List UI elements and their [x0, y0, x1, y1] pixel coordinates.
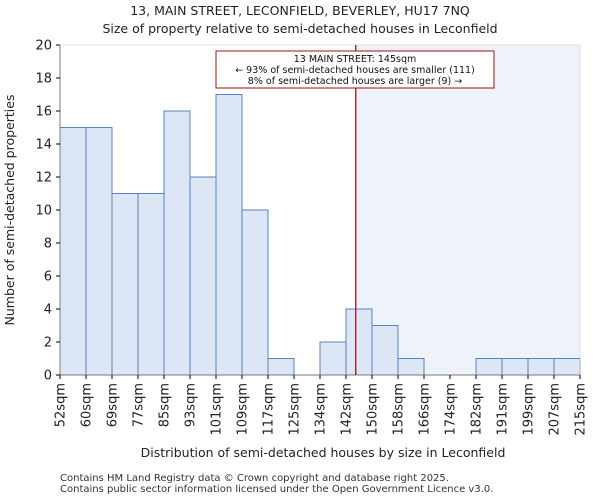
bar-60sqm — [85, 127, 113, 376]
annotation-box — [215, 50, 495, 89]
x-tick-label: 150sqm — [366, 383, 381, 436]
bar-142sqm — [345, 308, 373, 376]
x-tick-label: 134sqm — [314, 383, 329, 436]
x-tick-label: 109sqm — [236, 383, 251, 436]
x-tick-label: 191sqm — [496, 383, 511, 436]
footer-licence: Contains public sector information licen… — [60, 484, 494, 495]
bar-207sqm — [553, 358, 581, 376]
bar-109sqm — [241, 209, 269, 376]
chart-subtitle: Size of property relative to semi-detach… — [102, 21, 498, 36]
histogram-chart: 0 2 4 6 8 10 12 14 16 18 20 52sqm 60sqm 69sqm 77sqm 85… — [2, 39, 589, 461]
bar-101sqm — [215, 94, 243, 376]
bar-85sqm — [163, 110, 191, 376]
x-tick-label: 174sqm — [444, 383, 459, 436]
bar-134sqm — [319, 341, 347, 376]
x-tick-label: 215sqm — [574, 383, 589, 436]
x-tick-label: 199sqm — [522, 383, 537, 436]
bar-93sqm — [189, 176, 217, 376]
x-tick-label: 117sqm — [262, 383, 277, 436]
x-tick-label: 182sqm — [470, 383, 485, 436]
bar-52sqm — [59, 127, 87, 376]
y-tick-label: 20 — [35, 39, 52, 54]
bar-199sqm — [527, 358, 555, 376]
x-tick-label: 142sqm — [340, 383, 355, 436]
y-tick-label: 12 — [35, 171, 52, 186]
y-tick-label: 4 — [44, 303, 52, 318]
y-axis-label: Number of semi-detached properties — [2, 95, 17, 326]
x-tick-label: 125sqm — [288, 383, 303, 436]
x-tick-label: 166sqm — [418, 383, 433, 436]
y-tick-label: 6 — [44, 270, 52, 285]
y-tick-label: 0 — [44, 369, 52, 384]
bar-191sqm — [501, 358, 529, 376]
x-tick-label: 93sqm — [184, 383, 199, 427]
footer-copyright: Contains HM Land Registry data © Crown c… — [60, 473, 449, 484]
x-tick-label: 69sqm — [106, 383, 121, 427]
y-tick-label: 10 — [35, 204, 52, 219]
x-tick-label: 158sqm — [392, 383, 407, 436]
larger-region-highlight — [355, 45, 580, 375]
x-tick-label: 60sqm — [80, 383, 95, 427]
x-tick-label: 101sqm — [210, 383, 225, 436]
chart-title: 13, MAIN STREET, LECONFIELD, BEVERLEY, H… — [130, 3, 470, 18]
marker-annotation: 13 MAIN STREET: 145sqm ← 93% of semi-det… — [215, 50, 495, 89]
bar-182sqm — [475, 358, 503, 376]
x-tick-label: 85sqm — [158, 383, 173, 427]
x-tick-label: 207sqm — [548, 383, 563, 436]
bar-150sqm — [371, 325, 399, 376]
annotation-line-3: 8% of semi-detached houses are larger (9… — [248, 76, 462, 87]
bar-158sqm — [397, 358, 425, 376]
y-tick-label: 14 — [35, 138, 52, 153]
y-tick-label: 2 — [44, 336, 52, 351]
annotation-line-2: ← 93% of semi-detached houses are smalle… — [235, 65, 475, 76]
bar-77sqm — [137, 193, 165, 376]
annotation-line-1: 13 MAIN STREET: 145sqm — [294, 54, 417, 65]
x-axis-label: Distribution of semi-detached houses by … — [141, 445, 506, 460]
bar-69sqm — [111, 193, 139, 376]
bar-117sqm — [267, 358, 295, 376]
x-tick-label: 52sqm — [54, 383, 69, 427]
x-tick-label: 77sqm — [132, 383, 147, 427]
y-tick-label: 8 — [44, 237, 52, 252]
y-tick-label: 18 — [35, 72, 52, 87]
y-tick-label: 16 — [35, 105, 52, 120]
